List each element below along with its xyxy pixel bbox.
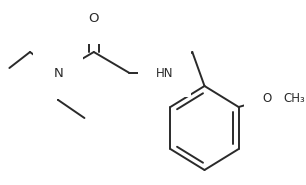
Text: CH₃: CH₃ (284, 92, 305, 105)
Text: HN: HN (155, 66, 173, 80)
Text: O: O (88, 11, 99, 24)
Text: O: O (262, 92, 271, 105)
Text: N: N (53, 66, 63, 80)
